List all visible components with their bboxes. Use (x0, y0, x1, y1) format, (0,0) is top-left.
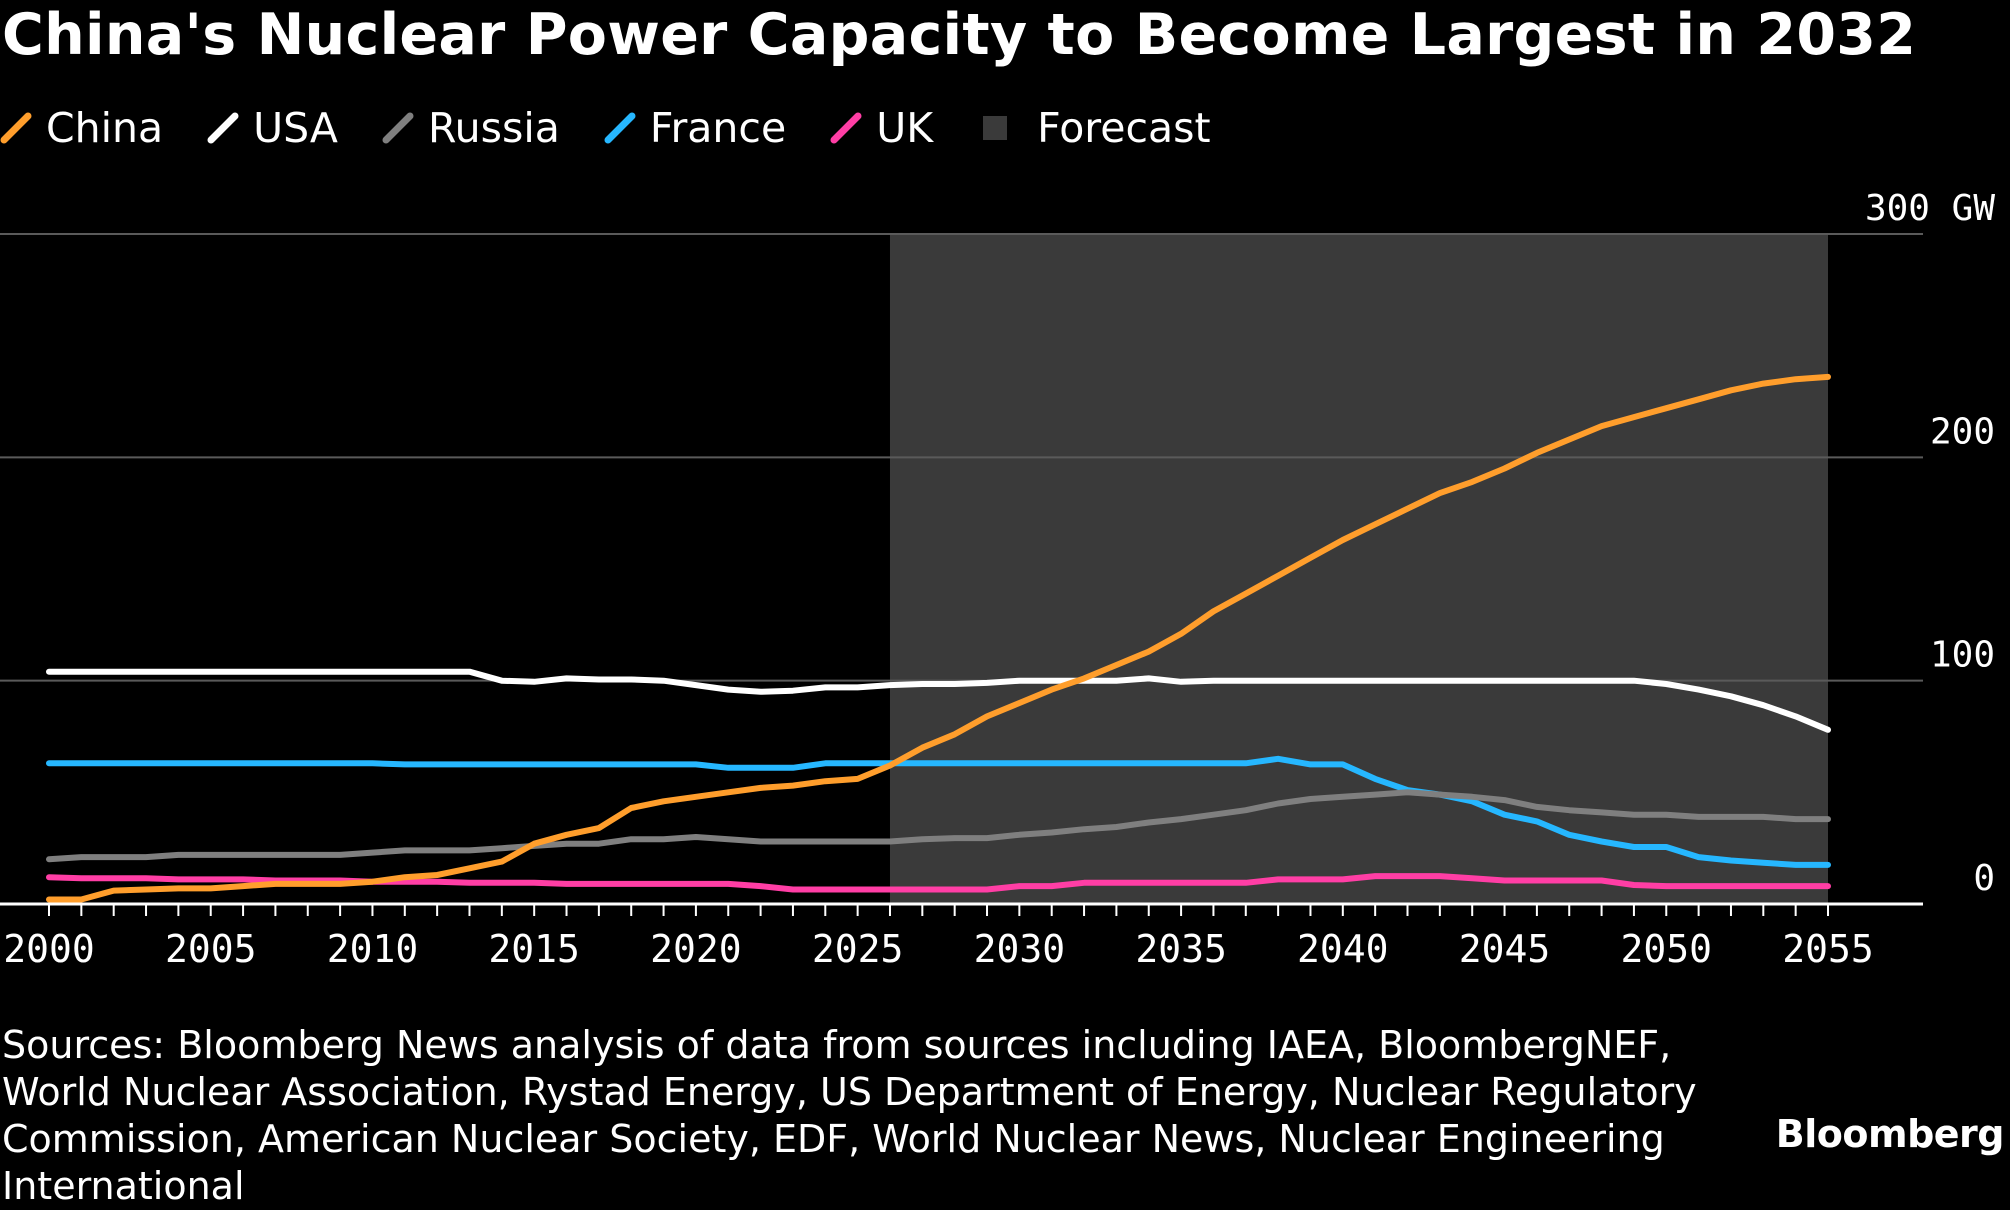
legend: China USA Russia France UK Forecast (0, 100, 1255, 156)
sources-note: Sources: Bloomberg News analysis of data… (2, 1023, 1697, 1208)
x-tick-label: 2000 (3, 927, 95, 971)
line-swatch-icon (830, 112, 862, 144)
y-tick-label: 100 (1930, 635, 1995, 676)
x-tick-label: 2045 (1459, 927, 1551, 971)
series-line-russia (46, 789, 1831, 863)
series-line-usa (46, 668, 1831, 733)
legend-item-russia: Russia (382, 104, 560, 152)
series-line-france (46, 755, 1831, 868)
x-tick-label: 2025 (812, 927, 904, 971)
x-tick-label: 2010 (327, 927, 419, 971)
x-tick-label: 2015 (488, 927, 580, 971)
x-tick-label: 2055 (1782, 927, 1874, 971)
x-tick-label: 2020 (650, 927, 742, 971)
line-swatch-icon (382, 112, 414, 144)
line-swatch-icon (0, 112, 32, 144)
legend-item-usa: USA (207, 104, 338, 152)
legend-label-china: China (46, 104, 164, 152)
line-chart: 0 100 200 300 GW 2000 2005 2010 2015 2020 2025 203… (0, 188, 1995, 971)
y-tick-label: 0 (1973, 858, 1995, 899)
legend-item-forecast: Forecast (977, 104, 1211, 152)
legend-label-usa: USA (253, 104, 338, 152)
line-swatch-icon (207, 112, 239, 144)
forecast-region (889, 234, 1828, 904)
chart-title: China's Nuclear Power Capacity to Become… (2, 2, 1917, 68)
x-tick-label: 2040 (1297, 927, 1389, 971)
legend-item-china: China (0, 104, 163, 152)
x-tick-label: 2035 (1135, 927, 1227, 971)
legend-label-uk: UK (876, 104, 934, 152)
bloomberg-logo: Bloomberg (1775, 1112, 2005, 1156)
x-tick-label: 2050 (1621, 927, 1713, 971)
y-tick-label: 300 GW (1865, 188, 1995, 229)
legend-label-russia: Russia (427, 104, 560, 152)
legend-item-france: France (604, 104, 786, 152)
legend-item-uk: UK (830, 104, 933, 152)
line-swatch-icon (604, 112, 636, 144)
series-line-china (46, 373, 1831, 903)
legend-label-forecast: Forecast (1037, 104, 1211, 152)
forecast-swatch-icon (983, 116, 1008, 140)
legend-label-france: France (649, 104, 787, 152)
y-tick-label: 200 (1930, 411, 1995, 452)
x-tick-label: 2005 (165, 927, 257, 971)
x-tick-label: 2030 (974, 927, 1066, 971)
